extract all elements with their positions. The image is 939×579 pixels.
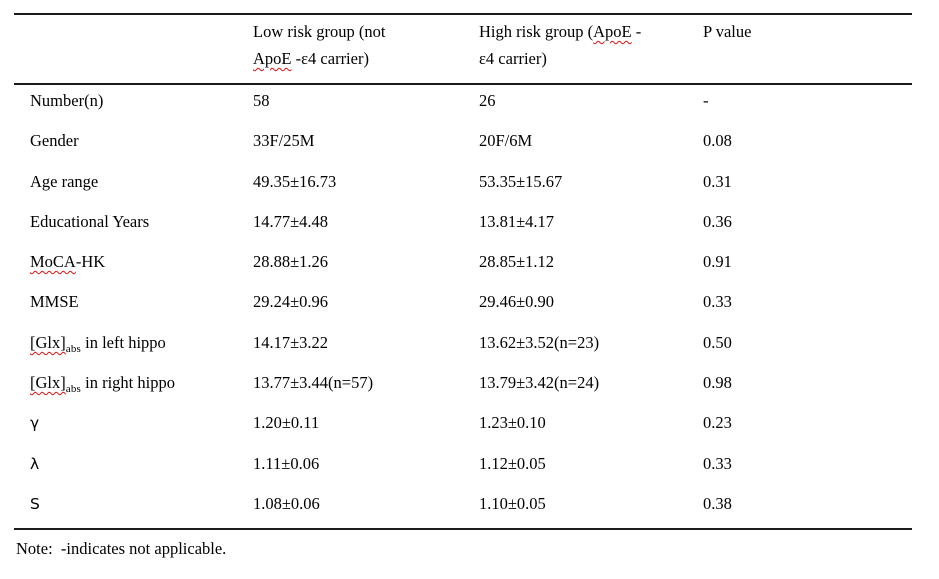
label-text: P value [703,22,752,41]
cell-low-risk-value: 28.88±1.26 [253,252,329,272]
table-row: S 1.08±0.06 1.10±0.05 0.38 [14,488,912,528]
cell-high-risk-value: 1.12±0.05 [479,453,546,473]
row-label: Educational Years [14,206,253,232]
row-label: Age range [14,166,253,192]
cell-high-risk-value: 28.85±1.12 [479,252,555,272]
label-text: Gender [30,131,79,151]
label-text: Educational Years [30,211,150,231]
misspelled-text: ApoE [253,49,292,68]
row-label: Number(n) [14,85,253,111]
header-cell-low-risk-group-column: Low risk group (not ApoE -ε4 carrier) [253,18,479,72]
cell-high-risk-value: 26 [479,91,496,110]
table-row: λ 1.11±0.06 1.12±0.05 0.33 [14,448,912,488]
header-cell-p-value-column: P value [703,18,912,45]
label-text: ε4 carrier) [479,49,547,68]
cell-p-value: 0.98 [703,373,732,393]
label-text: -HK [75,252,106,272]
label-text: abs [65,342,82,355]
row-label: MMSE [14,286,253,312]
cell-high-risk-value: 13.79±3.42(n=24) [479,373,600,393]
cell-low-risk-value: 13.77±3.44(n=57) [253,373,374,393]
label-text: High risk group ( [479,22,594,41]
cell-high-risk-value: 29.46±0.90 [479,292,555,312]
table-row: Number(n) 58 26 - [14,85,912,125]
row-label: Gender [14,125,253,151]
label-text: abs [65,383,82,396]
table-header-row: Low risk group (not ApoE -ε4 carrier) High… [14,15,912,85]
cell-high-risk-value: 53.35±15.67 [479,171,563,191]
table-row: [Glx]abs in left hippo 14.17±3.22 13.62±3.… [14,327,912,367]
cell-low-risk-value: 33F/25M [253,131,315,151]
header-line: ε4 carrier) [479,45,693,72]
table-row: MMSE 29.24±0.96 29.46±0.90 0.33 [14,286,912,326]
header-line: ApoE -ε4 carrier) [253,45,469,72]
table-row: Age range 49.35±16.73 53.35±15.67 0.31 [14,166,912,206]
cell-high-risk-value: 1.10±0.05 [479,493,546,513]
label-text: -ε4 carrier) [291,49,369,68]
table-row: γ 1.20±0.11 1.23±0.10 0.23 [14,407,912,447]
group-comparison-table: Low risk group (not ApoE -ε4 carrier) High… [14,13,912,531]
table-row: [Glx]abs in right hippo 13.77±3.44(n=57) 1… [14,367,912,407]
table-row: Gender 33F/25M 20F/6M 0.08 [14,125,912,165]
cell-low-risk-value: 14.17±3.22 [253,332,329,352]
cell-high-risk-value: 20F/6M [479,131,533,151]
header-line: P value [703,18,902,45]
cell-p-value: 0.08 [703,131,732,151]
label-text: Age range [30,171,99,191]
cell-p-value: 0.91 [703,252,732,272]
cell-high-risk-value: 1.23±0.10 [479,413,546,433]
cell-p-value: 0.38 [703,493,732,513]
header-cell-high-risk-group-column: High risk group (ApoE - ε4 carrier) [479,18,703,72]
row-label: S [14,488,253,514]
label-text: in left hippo [81,332,166,352]
header-line: High risk group (ApoE - [479,18,693,45]
cell-low-risk-value: 49.35±16.73 [253,171,337,191]
label-text: γ [30,414,40,433]
cell-p-value: 0.33 [703,292,732,312]
misspelled-text: MoCA [30,252,76,272]
row-label: [Glx]abs in right hippo [14,367,253,399]
label-text: - [631,22,642,41]
header-line: Low risk group (not [253,18,469,45]
table-row: MoCA-HK 28.88±1.26 28.85±1.12 0.91 [14,246,912,286]
cell-p-value: 0.23 [703,413,732,433]
row-label: MoCA-HK [14,246,253,272]
cell-low-risk-value: 58 [253,91,270,110]
label-text: MMSE [30,292,79,312]
cell-high-risk-value: 13.81±4.17 [479,211,555,231]
cell-p-value: 0.31 [703,171,732,191]
cell-low-risk-value: 29.24±0.96 [253,292,329,312]
row-label: γ [14,407,253,433]
table-row: Educational Years 14.77±4.48 13.81±4.17 0.3… [14,206,912,246]
label-text: S [30,494,40,513]
cell-high-risk-value: 13.62±3.52(n=23) [479,332,600,352]
cell-p-value: - [703,91,709,110]
row-label: λ [14,448,253,474]
cell-low-risk-value: 14.77±4.48 [253,211,329,231]
cell-p-value: 0.33 [703,453,732,473]
table-note: Note: -indicates not applicable. [16,539,227,558]
label-text: Low risk group (not [253,22,386,41]
misspelled-text: [Glx] [30,332,66,352]
label-text: in right hippo [81,373,175,393]
label-text: λ [30,454,40,473]
cell-p-value: 0.50 [703,332,732,352]
cell-low-risk-value: 1.20±0.11 [253,413,320,433]
cell-low-risk-value: 1.11±0.06 [253,453,320,473]
table-bottom-rule [14,528,912,531]
row-label: [Glx]abs in left hippo [14,327,253,359]
misspelled-text: ApoE [593,22,632,41]
misspelled-text: [Glx] [30,373,66,393]
table-body: Number(n) 58 26 - Gender 33F/25M 20F/6M 0.08 Age… [14,85,912,528]
cell-low-risk-value: 1.08±0.06 [253,493,320,513]
cell-p-value: 0.36 [703,211,732,231]
label-text: Number(n) [30,91,104,110]
